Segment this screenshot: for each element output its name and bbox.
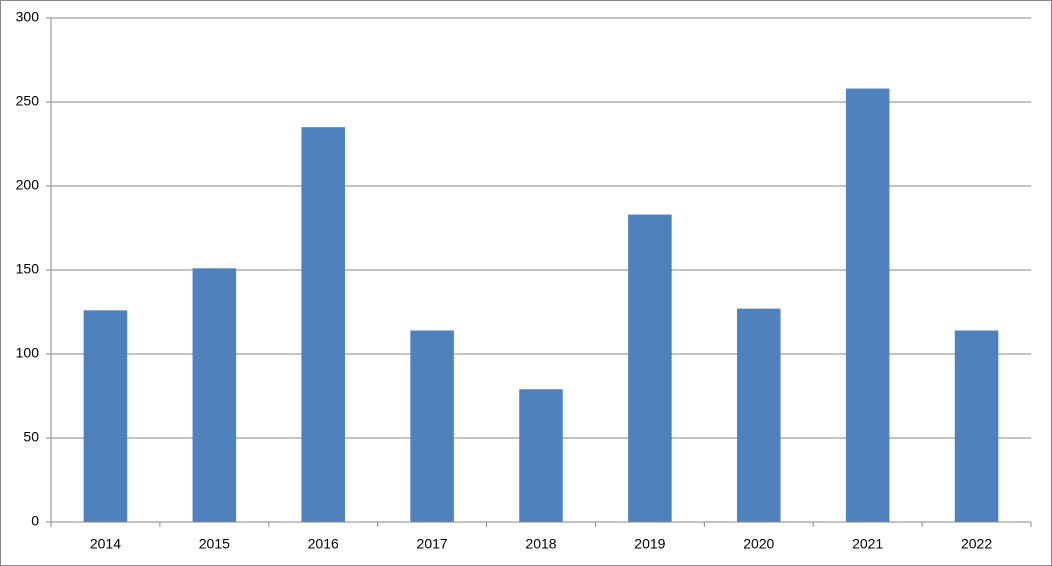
y-tick-label: 150 <box>16 261 40 277</box>
bar <box>301 127 345 522</box>
bar <box>737 308 781 522</box>
y-tick-label: 250 <box>16 93 40 109</box>
bar <box>519 389 563 522</box>
y-tick-label: 0 <box>31 513 39 529</box>
y-tick-label: 200 <box>16 177 40 193</box>
bar <box>83 310 128 522</box>
x-tick-label: 2014 <box>90 536 121 552</box>
bar <box>410 330 454 522</box>
x-tick-label: 2020 <box>743 536 774 552</box>
bar <box>628 214 672 522</box>
x-tick-label: 2021 <box>852 536 883 552</box>
y-tick-label: 100 <box>16 345 40 361</box>
bar <box>192 268 237 522</box>
bar <box>845 88 890 522</box>
x-tick-label: 2018 <box>525 536 556 552</box>
bar <box>954 330 999 522</box>
y-tick-label: 300 <box>16 9 40 25</box>
x-tick-label: 2016 <box>308 536 339 552</box>
x-tick-label: 2017 <box>417 536 448 552</box>
x-tick-label: 2022 <box>961 536 992 552</box>
x-tick-label: 2015 <box>199 536 230 552</box>
x-tick-label: 2019 <box>634 536 665 552</box>
y-tick-label: 50 <box>23 429 39 445</box>
